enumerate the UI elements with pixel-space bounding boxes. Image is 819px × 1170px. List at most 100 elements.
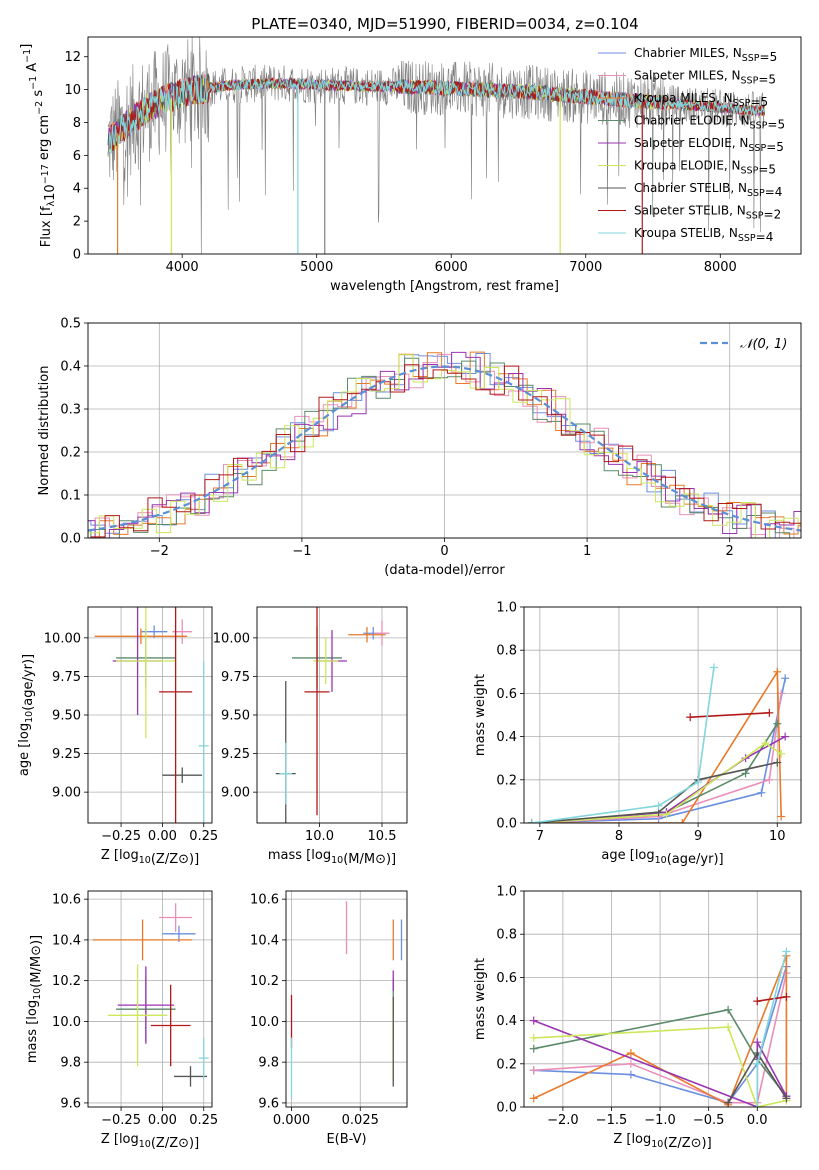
y-tick-label: 0.2 bbox=[60, 446, 81, 461]
chart-age_vs_mass: 10.0 10.5 9.00 9.25 9.50 9.75 10.00 mass [log10… bbox=[213, 606, 408, 867]
y-tick-label: 1.0 bbox=[496, 885, 517, 900]
y-tick-label: 9.25 bbox=[52, 747, 81, 762]
x-axis-label: E(B-V) bbox=[326, 1132, 366, 1147]
series-point-kroupa_stelib bbox=[753, 1103, 762, 1107]
y-tick-label: 0.6 bbox=[496, 971, 517, 986]
plot-area bbox=[275, 607, 390, 823]
x-tick-label: −2 bbox=[150, 544, 169, 559]
series-point-salpeter_miles bbox=[626, 1059, 635, 1068]
gaussian-reference-line bbox=[88, 365, 801, 532]
series-point-kroupa_stelib bbox=[527, 819, 536, 823]
y-tick-label: 0.8 bbox=[496, 644, 517, 659]
y-axis-label: Normed distribution bbox=[37, 366, 52, 496]
errorbar-kroupa_elodie bbox=[116, 607, 176, 739]
histogram-chabrier_miles bbox=[88, 353, 801, 538]
x-tick-label: −0.25 bbox=[101, 1113, 141, 1128]
errorbar-salpeter_stelib bbox=[304, 607, 330, 816]
plot-area bbox=[527, 663, 790, 823]
errorbar-salpeter_stelib bbox=[150, 984, 191, 1067]
spectrum-legend: Chabrier MILES, NSSP=5 Salpeter MILES, NS… bbox=[598, 46, 785, 244]
axes-box bbox=[87, 890, 213, 1108]
axes-box bbox=[523, 606, 802, 824]
x-axis-label: (data-model)/error bbox=[384, 563, 505, 578]
x-axis-label: Z [log10(Z/Z⊙)] bbox=[101, 1132, 199, 1151]
chart-age_vs_Z: −0.25 0.00 0.25 9.00 9.25 9.50 9.75 10.00 Z [log… bbox=[17, 606, 218, 867]
y-tick-label: 9.8 bbox=[60, 1056, 81, 1071]
errorbar-kroupa_stelib bbox=[198, 661, 209, 823]
x-tick-label: 6000 bbox=[435, 260, 468, 275]
y-tick-label: 12 bbox=[64, 50, 81, 65]
series-point-kroupa_elodie bbox=[777, 749, 786, 758]
series-point-kroupa_miles bbox=[626, 1049, 635, 1057]
figure-title: PLATE=0340, MJD=51990, FIBERID=0034, z=0… bbox=[251, 15, 638, 33]
x-tick-label: −0.5 bbox=[693, 1113, 725, 1128]
series-point-salpeter_miles bbox=[765, 775, 774, 784]
series-point-chabrier_elodie bbox=[724, 1005, 733, 1014]
y-tick-label: 0.1 bbox=[60, 489, 81, 504]
histogram-chabrier_elodie bbox=[88, 357, 801, 538]
plot-area bbox=[94, 607, 209, 823]
errorbar-kroupa_stelib bbox=[198, 1037, 209, 1079]
chart-residuals: −2 −1 0 1 2 0.0 0.1 0.2 0.3 0.4 0.5 𝒩(0, 1) (data-mo… bbox=[37, 317, 802, 578]
chart-weight_vs_age: 7 8 9 10 0.0 0.2 0.4 0.6 0.8 1.0 age [log10(age/yr… bbox=[473, 601, 802, 867]
axes-frame: 7 8 9 10 0.0 0.2 0.4 0.6 0.8 1.0 age [log10(age/yr… bbox=[473, 601, 802, 867]
spectrum-model-line-salpeter_stelib bbox=[107, 76, 765, 156]
plot-area bbox=[88, 351, 801, 538]
series-point-chabrier_elodie bbox=[529, 1044, 538, 1053]
x-tick-label: 0.25 bbox=[189, 829, 218, 844]
y-tick-label: 9.00 bbox=[52, 786, 81, 801]
series-point-kroupa_miles bbox=[777, 812, 786, 821]
y-axis-label: mass weight bbox=[473, 674, 488, 756]
y-tick-label: 8 bbox=[73, 116, 81, 131]
series-point-chabrier_miles bbox=[626, 1070, 635, 1079]
x-tick-label: 10.5 bbox=[368, 829, 397, 844]
y-tick-label: 9.75 bbox=[52, 670, 81, 685]
series-line-chabrier_stelib bbox=[531, 761, 778, 823]
y-tick-label: 0.2 bbox=[496, 773, 517, 788]
y-tick-label: 10.00 bbox=[213, 631, 250, 646]
y-tick-label: 0.4 bbox=[496, 1014, 517, 1029]
legend-label-kroupa_elodie: Kroupa ELODIE, NSSP=5 bbox=[634, 159, 776, 177]
axes-frame: −2.0 −1.5 −1.0 −0.5 0.0 0.0 0.2 0.4 0.6 0.8 1.0 Z [… bbox=[473, 885, 802, 1151]
y-tick-label: 10 bbox=[64, 83, 81, 98]
x-axis-label: Z [log10(Z/Z⊙)] bbox=[101, 848, 199, 867]
x-tick-label: 0.0 bbox=[747, 1113, 768, 1128]
y-tick-label: 9.50 bbox=[221, 709, 250, 724]
errorbar-kroupa_elodie bbox=[107, 964, 168, 1067]
series-point-chabrier_stelib bbox=[724, 1098, 733, 1107]
x-tick-label: 10.0 bbox=[305, 829, 334, 844]
series-line-kroupa_elodie bbox=[533, 1026, 787, 1107]
errorbar-chabrier_stelib bbox=[173, 1066, 208, 1087]
y-tick-label: 2 bbox=[73, 215, 81, 230]
axes-frame: 10.0 10.5 9.00 9.25 9.50 9.75 10.00 mass [log10… bbox=[213, 606, 408, 867]
x-tick-label: −1 bbox=[292, 544, 311, 559]
histogram-salpeter_stelib bbox=[88, 364, 801, 538]
errorbar-salpeter_miles bbox=[159, 903, 193, 932]
histogram-kroupa_elodie bbox=[88, 354, 801, 538]
y-tick-label: 0.4 bbox=[60, 360, 81, 375]
y-tick-label: 10.4 bbox=[52, 933, 81, 948]
x-tick-label: 7 bbox=[536, 829, 544, 844]
legend-label-chabrier_elodie: Chabrier ELODIE, NSSP=5 bbox=[634, 114, 785, 132]
errorbar-chabrier_miles bbox=[162, 925, 196, 942]
y-tick-label: 10.6 bbox=[52, 893, 81, 908]
y-tick-label: 9.8 bbox=[258, 1056, 279, 1071]
axes-frame: −0.25 0.00 0.25 9.6 9.8 10.0 10.2 10.4 10.6 Z [lo… bbox=[25, 890, 218, 1151]
legend-label-chabrier_miles: Chabrier MILES, NSSP=5 bbox=[634, 46, 777, 64]
y-tick-label: 0.6 bbox=[496, 687, 517, 702]
series-point-kroupa_stelib bbox=[709, 663, 718, 672]
series-point-chabrier_stelib bbox=[773, 758, 782, 767]
x-axis-label: age [log10(age/yr)] bbox=[601, 848, 723, 867]
series-point-salpeter_miles bbox=[529, 1066, 538, 1075]
y-tick-label: 0.8 bbox=[496, 928, 517, 943]
series-point-chabrier_elodie bbox=[773, 719, 782, 728]
series-line-kroupa_miles bbox=[531, 669, 782, 823]
y-tick-label: 10.00 bbox=[44, 631, 81, 646]
legend-label-kroupa_stelib: Kroupa STELIB, NSSP=4 bbox=[634, 226, 773, 244]
x-tick-label: 8000 bbox=[704, 260, 737, 275]
axes-frame: 4000 5000 6000 7000 8000 0 2 4 6 8 10 12 wavelength … bbox=[19, 36, 802, 294]
errorbar-kroupa_miles bbox=[94, 628, 188, 645]
series-point-kroupa_elodie bbox=[529, 1033, 538, 1042]
x-tick-label: 7000 bbox=[569, 260, 602, 275]
